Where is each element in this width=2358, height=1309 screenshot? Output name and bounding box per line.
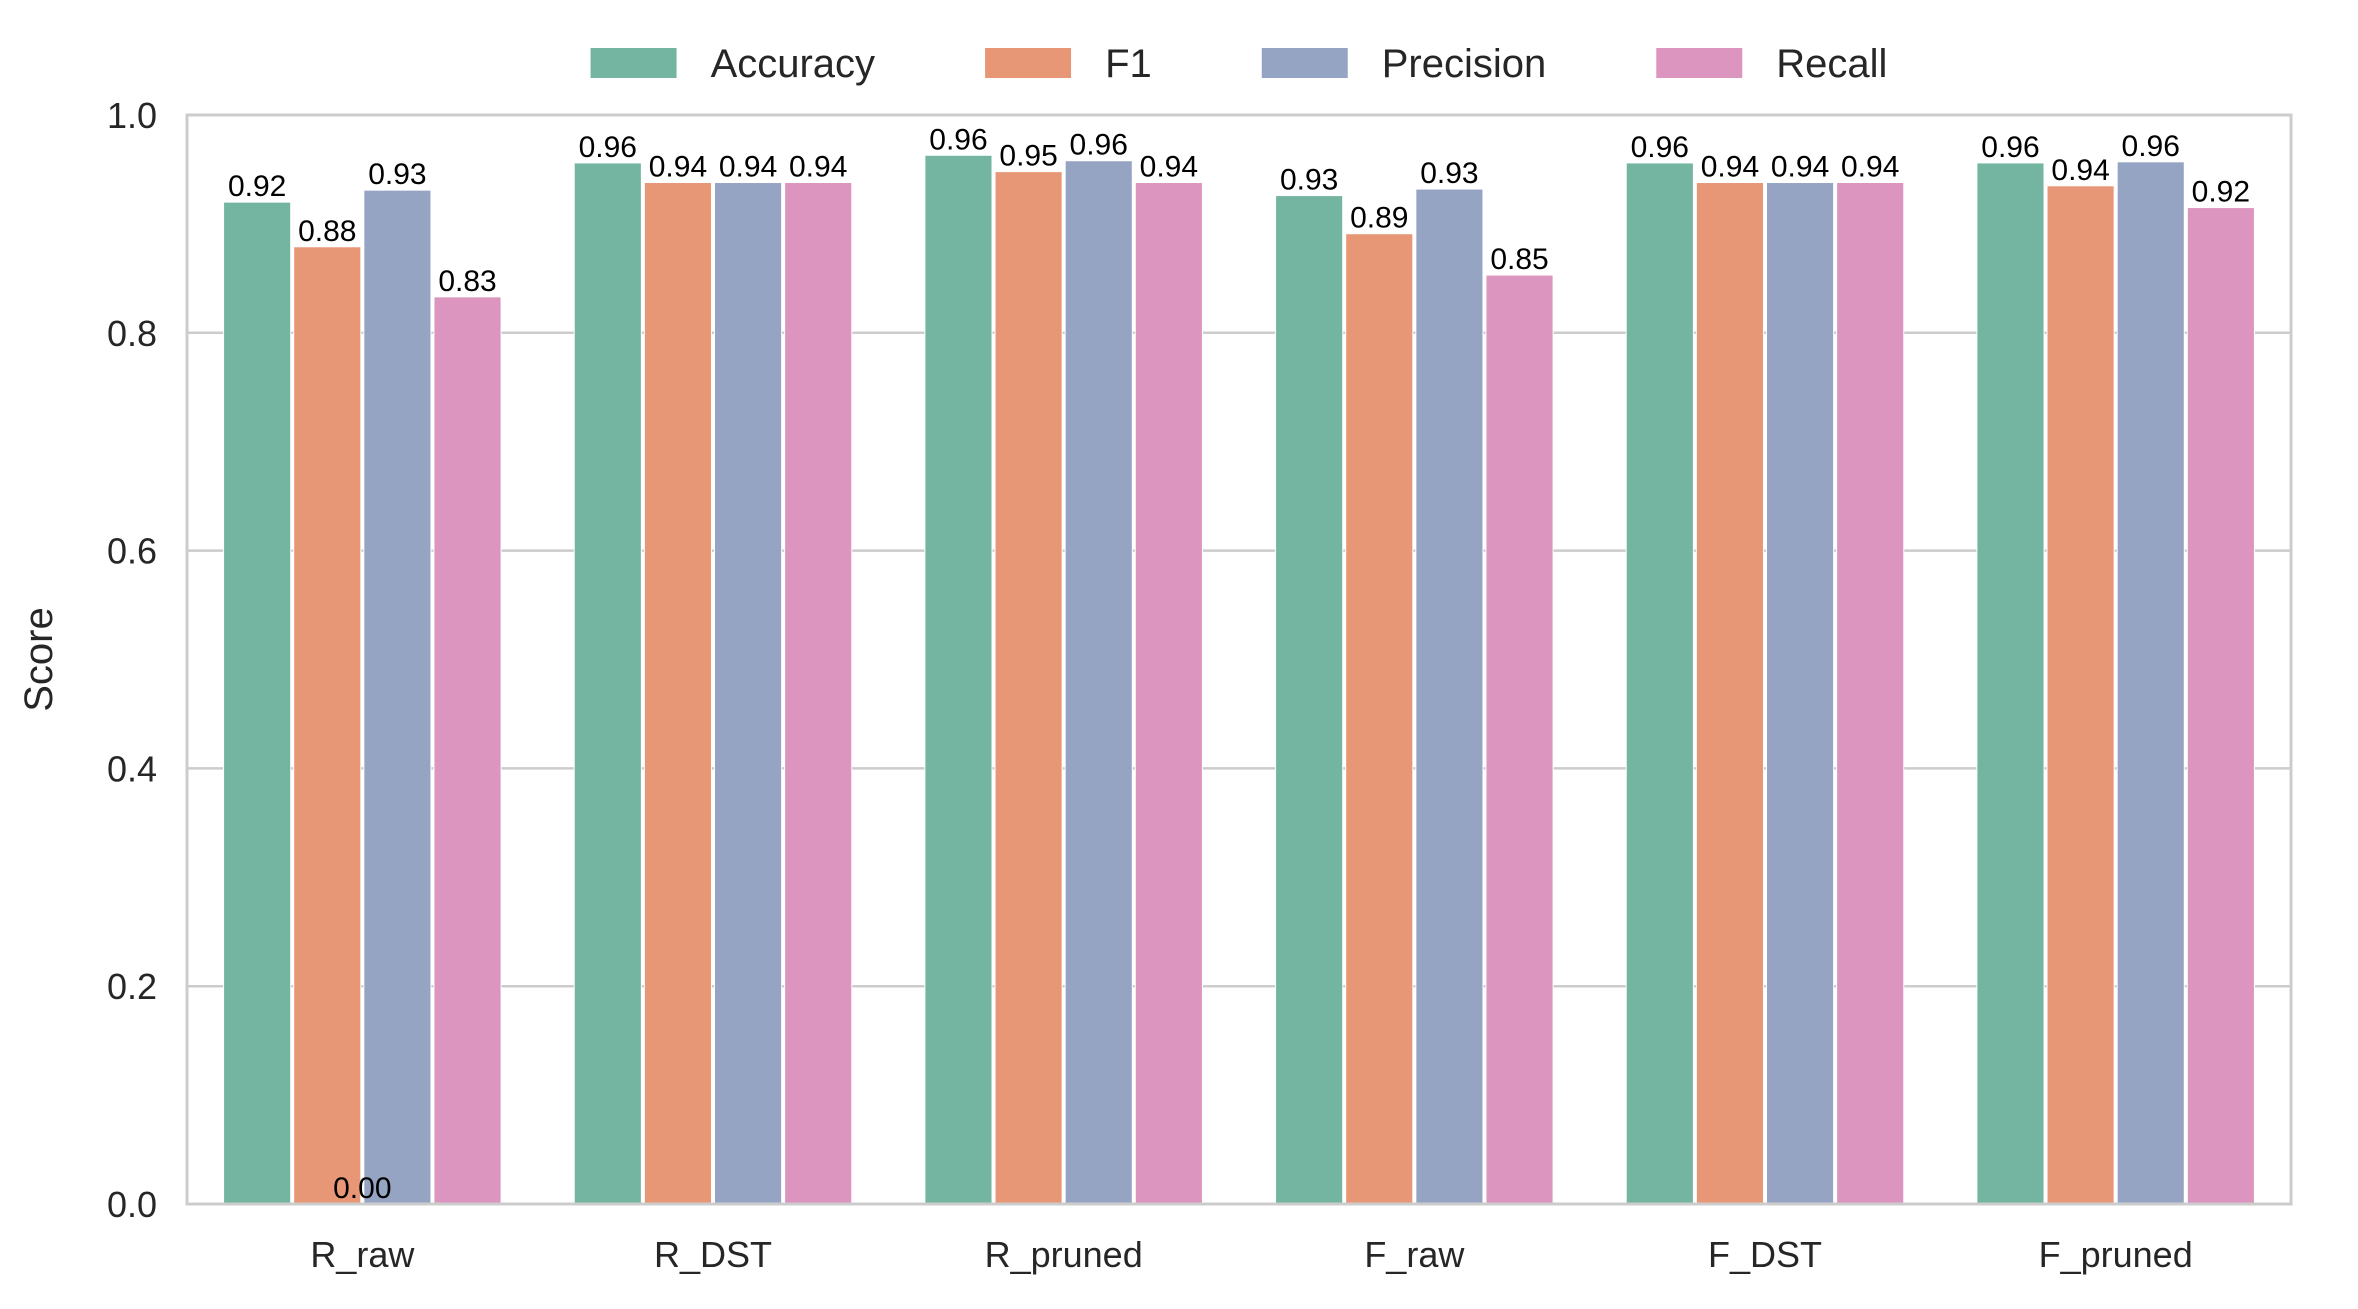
bar-precision-f_raw	[1415, 188, 1484, 1205]
data-label: 0.94	[649, 151, 707, 184]
y-tick-label: 0.0	[107, 1184, 157, 1225]
bar-precision-r_pruned	[1064, 160, 1133, 1205]
bars	[223, 154, 2255, 1205]
plot-frame	[185, 113, 2293, 1206]
data-label: 0.96	[1631, 131, 1689, 164]
bar-f1-r_pruned	[994, 171, 1063, 1205]
bar-accuracy-r_dst	[573, 162, 642, 1205]
data-label: 0.94	[789, 151, 847, 184]
data-labels: 0.92 0.88 0.93 0.83 0.96 0.94 0.94 0.94 0.96 0.95…	[228, 123, 2250, 1205]
bar-f1-f_pruned	[2046, 185, 2115, 1205]
data-label: 0.96	[2122, 130, 2180, 163]
data-label: 0.94	[1701, 151, 1759, 184]
y-axis-ticks: 0.0 0.2 0.4 0.6 0.8 1.0	[107, 95, 157, 1225]
data-label: 0.93	[1420, 157, 1478, 190]
legend-label: Recall	[1776, 42, 1887, 86]
legend: Accuracy F1 Precision Recall	[590, 42, 1887, 86]
x-tick-label: R_DST	[654, 1234, 772, 1275]
bar-recall-f_dst	[1836, 182, 1905, 1205]
y-tick-label: 0.4	[107, 748, 157, 789]
data-label: 0.96	[1981, 131, 2039, 164]
legend-swatch-recall	[1656, 48, 1743, 78]
bar-f1-r_raw	[293, 246, 362, 1205]
bar-recall-r_dst	[784, 182, 853, 1205]
bar-accuracy-r_pruned	[924, 154, 993, 1205]
data-label: 0.92	[2192, 176, 2250, 209]
grid-lines	[187, 113, 2291, 1206]
bar-recall-r_raw	[433, 296, 502, 1205]
legend-label: Precision	[1382, 42, 1547, 86]
data-label: 0.89	[1350, 202, 1408, 235]
x-tick-label: F_raw	[1364, 1234, 1465, 1275]
y-tick-label: 0.8	[107, 313, 157, 354]
data-label: 0.94	[2051, 154, 2109, 187]
y-tick-label: 1.0	[107, 95, 157, 136]
legend-label: F1	[1105, 42, 1152, 86]
legend-label: Accuracy	[711, 42, 876, 86]
y-tick-label: 0.6	[107, 531, 157, 572]
bar-recall-f_raw	[1485, 274, 1554, 1205]
y-axis-title: Score	[17, 607, 61, 712]
data-label: 0.93	[1280, 164, 1338, 197]
data-label: 0.92	[228, 170, 286, 203]
bar-precision-r_raw	[363, 189, 432, 1205]
legend-swatch-accuracy	[590, 48, 677, 78]
legend-swatch-precision	[1261, 48, 1348, 78]
data-label: 0.96	[1070, 129, 1128, 162]
bar-recall-f_pruned	[2186, 207, 2255, 1205]
x-tick-label: R_raw	[310, 1234, 415, 1275]
x-tick-label: F_DST	[1708, 1234, 1822, 1275]
data-label: 0.95	[999, 140, 1057, 173]
data-label: 0.93	[368, 158, 426, 191]
x-tick-label: F_pruned	[2039, 1234, 2193, 1275]
bar-recall-r_pruned	[1134, 182, 1203, 1205]
bar-precision-f_dst	[1766, 182, 1835, 1205]
bar-f1-f_dst	[1695, 182, 1765, 1205]
bar-f1-f_raw	[1345, 233, 1414, 1205]
legend-swatch-f1	[985, 48, 1072, 78]
bar-accuracy-f_dst	[1625, 162, 1694, 1205]
bar-accuracy-r_raw	[223, 201, 292, 1205]
x-tick-label: R_pruned	[985, 1234, 1143, 1275]
data-label: 0.94	[1841, 151, 1899, 184]
data-label: 0.94	[1771, 151, 1829, 184]
bar-accuracy-f_raw	[1275, 195, 1344, 1205]
data-label: 0.96	[579, 131, 637, 164]
bar-f1-r_dst	[643, 182, 712, 1205]
data-label: 0.85	[1490, 243, 1548, 276]
data-label: 0.88	[298, 215, 356, 248]
bar-accuracy-f_pruned	[1976, 162, 2045, 1205]
bar-precision-f_pruned	[2116, 161, 2185, 1205]
y-tick-label: 0.2	[107, 966, 157, 1007]
data-label: 0.83	[438, 265, 496, 298]
data-label: 0.94	[719, 151, 777, 184]
data-label: 0.96	[929, 123, 987, 156]
data-label: 0.94	[1140, 151, 1198, 184]
x-axis-ticks: R_raw R_DST R_pruned F_raw F_DST F_pruned	[310, 1234, 2192, 1275]
bar-precision-r_dst	[714, 182, 783, 1205]
extra-annotation-label: 0.00	[333, 1172, 391, 1205]
